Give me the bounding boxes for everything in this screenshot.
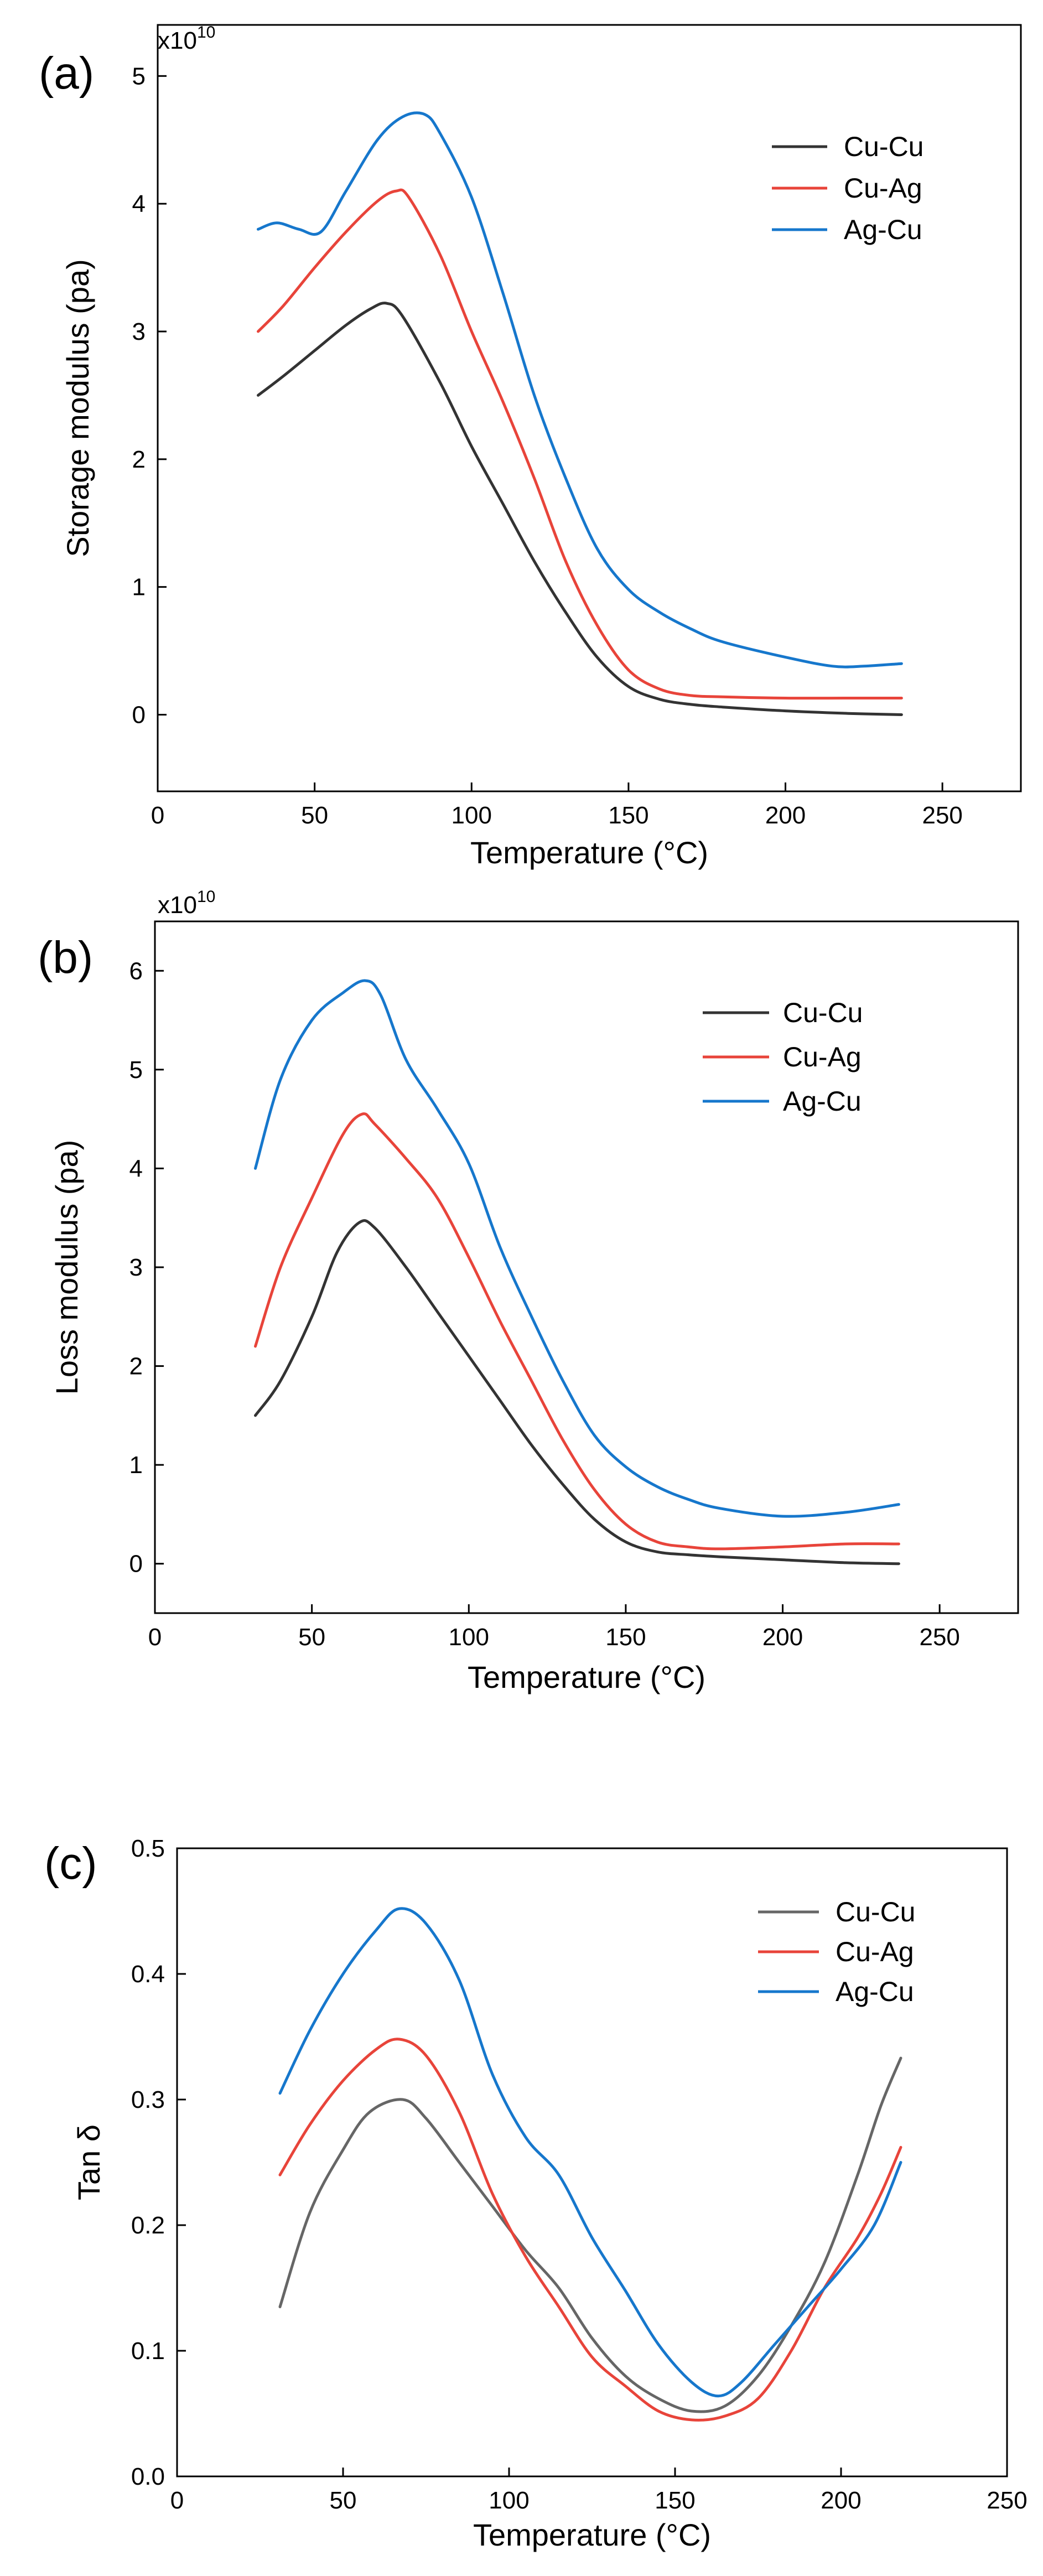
multiplier-base: x10 bbox=[158, 892, 197, 919]
y-axis-title: Loss modulus (pa) bbox=[49, 1140, 84, 1395]
legend-label: Cu-Cu bbox=[783, 997, 863, 1028]
plot-frame bbox=[154, 920, 1019, 1614]
series-line-cu-cu bbox=[254, 1219, 900, 1566]
y-tick-label: 4 bbox=[132, 190, 146, 217]
y-tick-label: 0.2 bbox=[131, 2212, 165, 2239]
legend: Cu-Cu Cu-Ag Ag-Cu bbox=[703, 997, 863, 1117]
multiplier-exponent: 10 bbox=[197, 23, 215, 42]
x-tick-label: 50 bbox=[298, 1624, 325, 1651]
y-axis-title: Tan δ bbox=[71, 2124, 106, 2200]
plot-frame bbox=[176, 1847, 1008, 2477]
y-tick-label: 0.4 bbox=[131, 1961, 165, 1988]
x-tick-label: 0 bbox=[148, 1624, 162, 1651]
series-line-cu-ag bbox=[278, 2038, 902, 2422]
x-tick-label: 250 bbox=[919, 1624, 959, 1651]
legend: Cu-Cu Cu-Ag Ag-Cu bbox=[772, 131, 923, 245]
x-tick-label: 150 bbox=[608, 802, 648, 829]
panel-label: (b) bbox=[38, 932, 93, 983]
x-axis-title: Temperature (°C) bbox=[473, 2517, 711, 2552]
x-axis-title: Temperature (°C) bbox=[470, 835, 708, 870]
multiplier-base: x10 bbox=[158, 27, 197, 54]
chart-panel-3: (c) 0.0 0.1 0.2 0.3 0.4 0.5 0 50 100 150 200 250 Cu-C… bbox=[44, 1835, 1028, 2552]
y-tick-label: 5 bbox=[129, 1056, 143, 1084]
x-tick-label: 100 bbox=[489, 2487, 529, 2514]
series-line-cu-cu bbox=[257, 302, 903, 716]
y-tick-label: 4 bbox=[129, 1155, 143, 1182]
x-tick-label: 200 bbox=[765, 802, 806, 829]
series-line-cu-ag bbox=[254, 1112, 900, 1551]
panel-label: (a) bbox=[39, 48, 94, 99]
x-tick-label: 100 bbox=[452, 802, 492, 829]
x-tick-label: 0 bbox=[170, 2487, 184, 2514]
y-tick-label: 1 bbox=[132, 574, 146, 601]
y-tick-label: 5 bbox=[132, 63, 146, 90]
plot-frame bbox=[157, 24, 1022, 792]
panel-label: (c) bbox=[44, 1838, 97, 1889]
legend-label: Ag-Cu bbox=[844, 214, 922, 245]
axis-multiplier: x1010 bbox=[158, 888, 215, 919]
y-tick-label: 0.3 bbox=[131, 2086, 165, 2113]
x-tick-label: 250 bbox=[922, 802, 962, 829]
legend-label: Cu-Cu bbox=[844, 131, 923, 162]
series-line-cu-ag bbox=[257, 188, 903, 700]
y-tick-label: 0.5 bbox=[131, 1835, 165, 1862]
y-axis-title: Storage modulus (pa) bbox=[60, 259, 95, 557]
y-tick-label: 0.0 bbox=[131, 2463, 165, 2490]
legend-label: Ag-Cu bbox=[783, 1086, 862, 1117]
legend-label: Cu-Ag bbox=[844, 173, 922, 204]
series-line-ag-cu bbox=[254, 979, 900, 1518]
y-tick-label: 2 bbox=[132, 446, 146, 473]
x-tick-label: 100 bbox=[449, 1624, 489, 1651]
series-line-cu-cu bbox=[278, 2056, 902, 2413]
series-line-ag-cu bbox=[257, 111, 903, 668]
x-tick-label: 150 bbox=[655, 2487, 695, 2514]
x-tick-label: 200 bbox=[762, 1624, 803, 1651]
legend: Cu-Cu Cu-Ag Ag-Cu bbox=[758, 1896, 915, 2007]
x-tick-label: 150 bbox=[605, 1624, 646, 1651]
y-tick-label: 0.1 bbox=[131, 2337, 165, 2365]
y-tick-label: 3 bbox=[129, 1254, 143, 1281]
legend-label: Cu-Ag bbox=[783, 1041, 862, 1072]
legend-label: Ag-Cu bbox=[836, 1976, 914, 2007]
y-tick-label: 0 bbox=[132, 702, 146, 729]
multiplier-exponent: 10 bbox=[197, 888, 215, 906]
axis-multiplier: x1010 bbox=[158, 23, 215, 54]
y-tick-label: 6 bbox=[129, 957, 143, 984]
legend-label: Cu-Cu bbox=[836, 1896, 915, 1927]
y-tick-label: 1 bbox=[129, 1452, 143, 1479]
x-tick-label: 0 bbox=[151, 802, 164, 829]
x-tick-label: 250 bbox=[987, 2487, 1027, 2514]
x-tick-label: 200 bbox=[821, 2487, 861, 2514]
y-tick-label: 2 bbox=[129, 1353, 143, 1380]
y-tick-label: 0 bbox=[129, 1551, 143, 1578]
x-tick-label: 50 bbox=[330, 2487, 357, 2514]
series-line-ag-cu bbox=[278, 1907, 902, 2398]
x-tick-label: 50 bbox=[301, 802, 328, 829]
y-tick-label: 3 bbox=[132, 318, 146, 345]
x-axis-title: Temperature (°C) bbox=[468, 1660, 705, 1694]
legend-label: Cu-Ag bbox=[836, 1936, 914, 1967]
